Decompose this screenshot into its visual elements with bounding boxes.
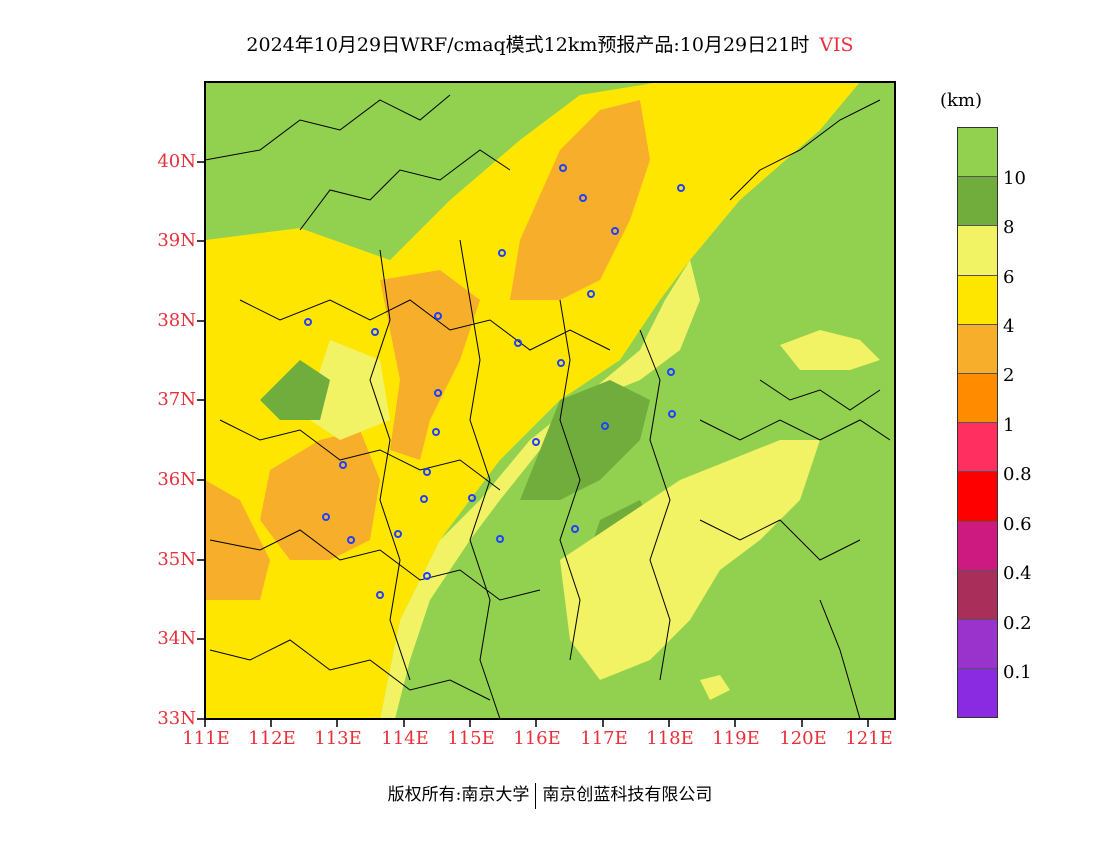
lon-tick-label: 117E — [580, 728, 628, 749]
copyright-left: 版权所有:南京大学 — [387, 785, 530, 805]
colorbar-segment — [958, 373, 997, 424]
colorbar-segment — [958, 472, 997, 522]
colorbar-label: 0.4 — [1003, 563, 1032, 584]
lat-tick-label: 37N — [157, 389, 196, 410]
colorbar-segment — [958, 570, 997, 620]
colorbar-label: 6 — [1003, 267, 1015, 288]
colorbar-segment — [958, 423, 997, 473]
lon-tick-label: 115E — [447, 728, 495, 749]
colorbar-label: 0.2 — [1003, 613, 1032, 634]
lat-tick-label: 40N — [157, 151, 196, 172]
colorbar-label: 4 — [1003, 316, 1015, 337]
colorbar-segment — [958, 521, 997, 571]
colorbar-unit: (km) — [940, 90, 983, 111]
lat-tick-label: 33N — [157, 708, 196, 729]
lon-tick-label: 114E — [381, 728, 429, 749]
variable-label: VIS — [819, 34, 854, 56]
lat-tick-label: 36N — [157, 469, 196, 490]
colorbar-segment — [958, 324, 997, 374]
visibility-field — [205, 82, 895, 719]
city-markers — [304, 164, 685, 599]
lon-tick-label: 118E — [646, 728, 694, 749]
chart-title: 2024年10月29日WRF/cmaq模式12km预报产品:10月29日21时 V… — [0, 30, 1100, 57]
colorbar-segment — [958, 177, 997, 227]
lon-tick-label: 112E — [248, 728, 296, 749]
colorbar — [957, 127, 998, 719]
lon-tick-label: 113E — [314, 728, 362, 749]
lon-tick-label: 120E — [779, 728, 827, 749]
lon-tick-label: 111E — [182, 728, 230, 749]
colorbar-label: 10 — [1003, 168, 1026, 189]
copyright-right: 南京创蓝科技有限公司 — [542, 785, 713, 805]
colorbar-segment — [958, 619, 997, 670]
colorbar-label: 1 — [1003, 415, 1015, 436]
colorbar-label: 0.1 — [1003, 662, 1032, 683]
footer-divider — [535, 782, 537, 809]
copyright-footer: 版权所有:南京大学 南京创蓝科技有限公司 — [0, 780, 1100, 809]
lat-tick-label: 34N — [157, 628, 196, 649]
lat-tick-label: 38N — [157, 310, 196, 331]
province-boundaries — [205, 94, 891, 719]
colorbar-label: 8 — [1003, 217, 1015, 238]
colorbar-segment — [958, 226, 997, 276]
lat-tick-label: 39N — [157, 230, 196, 251]
colorbar-segment — [958, 275, 997, 325]
title-text: 2024年10月29日WRF/cmaq模式12km预报产品:10月29日21时 — [246, 34, 810, 56]
lon-tick-label: 121E — [845, 728, 893, 749]
colorbar-label: 0.8 — [1003, 464, 1032, 485]
lon-tick-label: 116E — [513, 728, 561, 749]
colorbar-label: 0.6 — [1003, 514, 1032, 535]
colorbar-segment — [958, 669, 997, 718]
colorbar-label: 2 — [1003, 365, 1015, 386]
lat-tick-label: 35N — [157, 549, 196, 570]
lon-tick-label: 119E — [712, 728, 760, 749]
colorbar-segment — [958, 128, 997, 178]
axis-ticks — [197, 161, 869, 727]
